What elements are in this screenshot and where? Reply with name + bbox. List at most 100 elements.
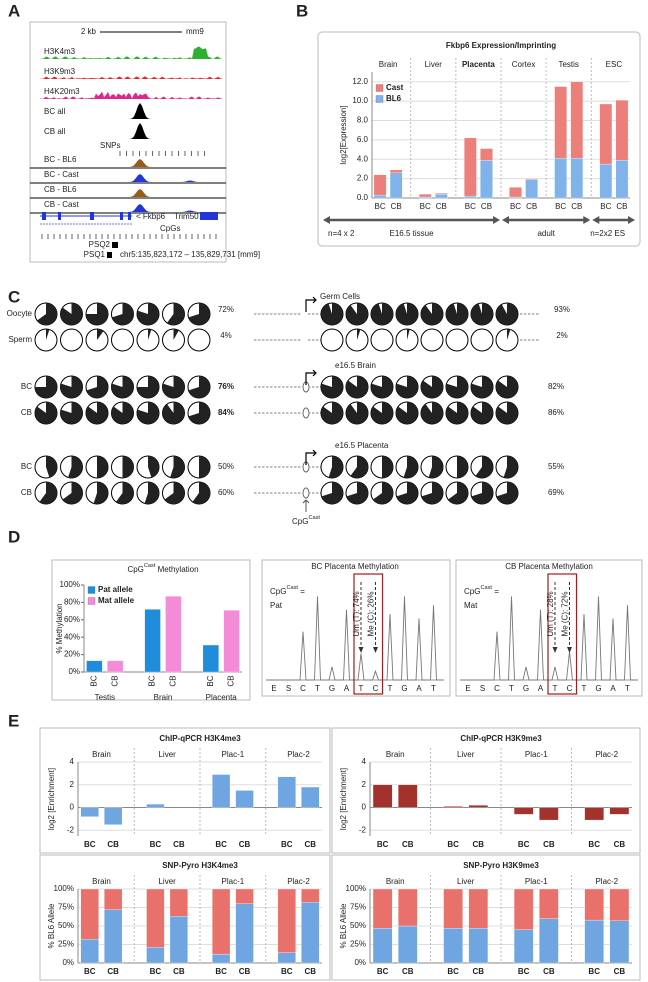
bar [277, 776, 296, 808]
methyl-sector [371, 376, 394, 399]
assay [107, 252, 112, 258]
bar [235, 888, 254, 904]
methyl-sector [446, 303, 469, 325]
row-label: Oocyte [7, 309, 33, 318]
bar [435, 193, 448, 195]
methyl-sector [148, 329, 152, 340]
bar [146, 803, 165, 808]
cpg-circle [60, 328, 83, 352]
methyl-sector [470, 376, 493, 399]
right-pct: 69% [548, 488, 564, 497]
bar [570, 81, 584, 159]
methyl-sector [421, 376, 443, 398]
bar [104, 888, 123, 910]
base-label: T [582, 684, 587, 693]
y-axis-label: log2[Expression] [339, 105, 348, 164]
x-tick-label: BC [377, 967, 389, 976]
exon [90, 212, 94, 220]
chart-title: ChIP-qPCR H3K9me3 [460, 734, 542, 743]
base-label: G [523, 684, 529, 693]
bar [480, 160, 493, 199]
signal-track [40, 76, 222, 79]
chart-title: SNP-Pyro H3K9me3 [463, 861, 539, 870]
bar [144, 609, 161, 673]
bar [609, 920, 630, 964]
panel-label: A [8, 1, 20, 20]
base-label: A [538, 684, 544, 693]
coords: chr5:135,823,172 – 135,829,731 [mm9] [120, 250, 260, 259]
group-label: Brain [92, 750, 111, 759]
methyl-sector [357, 329, 361, 340]
cpg-circle [187, 328, 211, 352]
methyl-sector [148, 456, 159, 478]
bar [584, 888, 604, 921]
methyl-sector [495, 376, 518, 398]
chart-frame [39, 727, 331, 854]
chart-frame [331, 727, 641, 854]
methyl-sector [167, 303, 185, 326]
track-label: CB - BL6 [44, 185, 77, 194]
legend-swatch [87, 597, 96, 605]
label: CpGCast Methylation [127, 563, 198, 574]
y-tick-label: 75% [350, 903, 366, 912]
chart-frame [331, 854, 641, 981]
base-label: C [373, 684, 379, 693]
cpg-circle [111, 328, 134, 352]
bar [372, 928, 393, 964]
group-label: Plac-2 [595, 877, 618, 886]
x-tick-label: CB [227, 675, 236, 686]
panel-label: C [8, 287, 20, 306]
methyl-sector [111, 402, 134, 425]
row-label: CB [21, 408, 32, 417]
y-tick-label: 4 [70, 757, 75, 766]
methyl-sector [68, 456, 83, 478]
x-tick-label: BC [281, 967, 293, 976]
bar [165, 596, 182, 673]
bar [235, 903, 254, 964]
x-tick-label: BC [465, 202, 476, 211]
methyl-sector [370, 402, 394, 425]
bar [146, 947, 165, 964]
chart-frame [51, 559, 251, 701]
bar [554, 86, 567, 159]
group-label: Placenta [462, 60, 495, 69]
x-tick-label: CB [107, 840, 119, 849]
methyl-sector [328, 456, 344, 479]
bar [609, 807, 630, 815]
arrowhead [567, 647, 572, 653]
methyl-sector [448, 482, 468, 505]
row-label: CB [21, 488, 32, 497]
group-label: Plac-2 [287, 877, 310, 886]
x-tick-label: BC [377, 840, 389, 849]
bar [389, 172, 403, 199]
signal-track [40, 103, 222, 119]
track-label: CB all [44, 127, 66, 136]
y-tick-label: 100% [54, 884, 74, 893]
bar [468, 805, 489, 808]
methyl-sector [164, 482, 185, 504]
bar [301, 786, 320, 808]
bar [373, 194, 387, 199]
methyl-sector [162, 376, 185, 399]
chart-frame [317, 31, 641, 247]
bar [86, 660, 103, 673]
methyl-sector [496, 482, 518, 505]
x-tick-label: BC [518, 967, 530, 976]
methyl-sector [46, 456, 57, 478]
methyl-sector [321, 402, 343, 425]
x-tick-label: CB [239, 967, 251, 976]
bar [443, 888, 463, 929]
x-tick-label: BC [375, 202, 386, 211]
bar [443, 806, 463, 808]
exon [128, 212, 131, 220]
label-part: = [298, 587, 305, 596]
bar [80, 939, 99, 964]
group-label: Testis [95, 693, 115, 702]
x-tick-label: CB [614, 840, 626, 849]
x-tick-label: CB [402, 840, 414, 849]
pyro-title: CB Placenta Methylation [505, 562, 593, 571]
methyl-sector [60, 376, 83, 399]
tss-arrow [305, 369, 317, 385]
bar [609, 888, 630, 921]
methyl-sector [37, 303, 58, 325]
